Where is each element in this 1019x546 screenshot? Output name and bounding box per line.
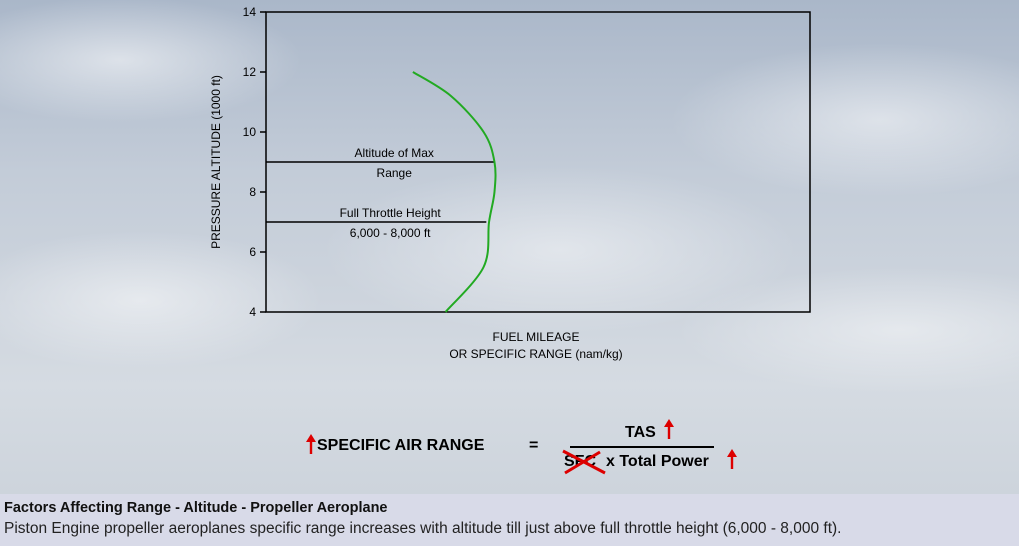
x-axis-subtitle: OR SPECIFIC RANGE (nam/kg) <box>449 347 622 361</box>
caption-body: Piston Engine propeller aeroplanes speci… <box>4 520 842 537</box>
formula-numerator: TAS <box>625 424 656 441</box>
reference-label-top: Altitude of Max <box>355 146 434 160</box>
y-tick-label: 8 <box>249 185 256 199</box>
range-altitude-chart: 4 6 8 10 12 14 Altitude of Max Range Full Throt… <box>209 5 811 361</box>
increase-arrow-icon <box>306 434 316 454</box>
cross-out-icon <box>562 449 606 475</box>
reference-lines: Altitude of Max Range Full Throttle Height… <box>266 146 495 240</box>
y-tick-label: 12 <box>243 65 257 79</box>
formula-lhs: SPECIFIC AIR RANGE <box>317 437 485 454</box>
reference-label-bottom: Range <box>377 166 413 180</box>
formula-total-power: x Total Power <box>606 453 709 470</box>
reference-label-top: Full Throttle Height <box>340 206 442 220</box>
reference-label-bottom: 6,000 - 8,000 ft <box>350 226 431 240</box>
y-tick-label: 14 <box>243 5 257 19</box>
tas-increase-arrow-icon <box>664 419 674 439</box>
y-axis-ticks: 4 6 8 10 12 14 <box>243 5 266 319</box>
sky-background <box>0 0 1019 494</box>
specific-range-curve <box>412 71 497 313</box>
formula-equals: = <box>529 437 539 454</box>
y-tick-label: 6 <box>249 245 256 259</box>
x-axis-title: FUEL MILEAGE <box>493 330 580 344</box>
specific-air-range-formula: SPECIFIC AIR RANGE = TAS SFC x Total Pow… <box>306 419 737 475</box>
y-axis-title: PRESSURE ALTITUDE (1000 ft) <box>209 75 223 249</box>
caption-panel: Factors Affecting Range - Altitude - Pro… <box>0 494 1019 546</box>
y-tick-label: 10 <box>243 125 257 139</box>
y-tick-label: 4 <box>249 305 256 319</box>
caption-title: Factors Affecting Range - Altitude - Pro… <box>4 500 388 516</box>
fraction-bar <box>570 446 714 448</box>
power-increase-arrow-icon <box>727 449 737 469</box>
